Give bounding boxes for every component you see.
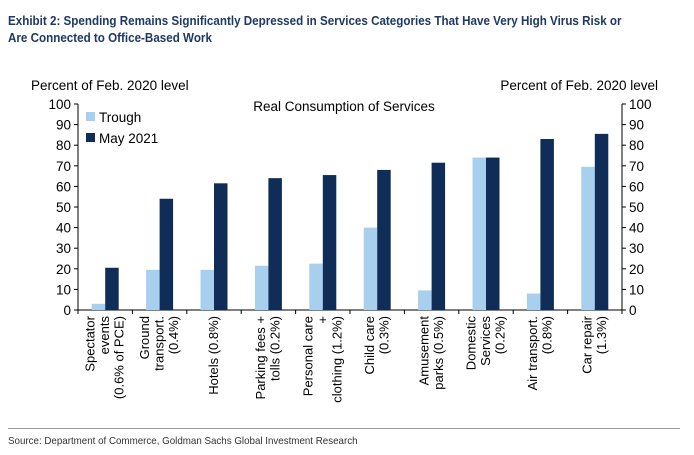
x-tick-label: parks (0.5%) bbox=[431, 316, 446, 390]
source-divider bbox=[8, 428, 680, 429]
y-tick-label-right: 0 bbox=[629, 303, 637, 318]
x-tick-label: (0.4%) bbox=[166, 316, 181, 354]
x-tick-label: Child care bbox=[362, 316, 377, 375]
bar-trough bbox=[581, 166, 595, 310]
y-tick-label-left: 70 bbox=[56, 159, 71, 174]
x-tick-label: Car repair bbox=[580, 315, 595, 373]
x-tick-label: Ground bbox=[137, 316, 152, 359]
bar-may-2021 bbox=[540, 139, 554, 310]
y-tick-label-left: 20 bbox=[56, 262, 71, 277]
y-tick-label-right: 60 bbox=[629, 179, 644, 194]
x-tick-label: Services bbox=[478, 316, 493, 366]
bar-trough bbox=[146, 269, 160, 310]
bar-may-2021 bbox=[431, 162, 446, 310]
bar-may-2021 bbox=[214, 183, 228, 310]
x-tick-label: Hotels (0.8%) bbox=[206, 316, 221, 395]
y-tick-label-left: 100 bbox=[48, 97, 71, 112]
y-tick-label-right: 80 bbox=[629, 138, 644, 153]
bar-may-2021 bbox=[486, 157, 500, 310]
y-tick-label-right: 90 bbox=[629, 118, 644, 133]
y-tick-label-left: 90 bbox=[56, 118, 71, 133]
y-tick-label-left: 0 bbox=[63, 303, 71, 318]
y-tick-label-right: 20 bbox=[629, 262, 644, 277]
bar-may-2021 bbox=[105, 267, 119, 310]
x-tick-label: tolls (0.2%) bbox=[268, 316, 283, 381]
x-tick-label: clothing (1.2%) bbox=[329, 316, 344, 403]
chart-title: Real Consumption of Services bbox=[253, 99, 435, 114]
bar-may-2021 bbox=[268, 178, 282, 310]
bar-trough bbox=[526, 293, 541, 310]
bar-trough bbox=[472, 157, 486, 310]
x-tick-label: Parking fees + bbox=[253, 316, 268, 399]
x-tick-label: Domestic bbox=[464, 316, 479, 371]
bar-trough bbox=[363, 227, 378, 310]
x-tick-label: Spectator bbox=[83, 315, 98, 371]
left-axis-label: Percent of Feb. 2020 level bbox=[31, 78, 189, 93]
source-note: Source: Department of Commerce, Goldman … bbox=[8, 435, 358, 447]
bar-may-2021 bbox=[594, 133, 609, 310]
legend-swatch-trough bbox=[86, 112, 95, 121]
y-tick-label-right: 30 bbox=[629, 241, 644, 256]
y-tick-label-left: 80 bbox=[56, 138, 71, 153]
x-axis-labels: Spectator events (0.6% of PCE) Ground transp… bbox=[83, 315, 609, 402]
x-tick-label: + bbox=[315, 316, 330, 324]
legend-swatch-may-2021 bbox=[86, 133, 95, 142]
y-tick-label-left: 30 bbox=[56, 241, 71, 256]
legend-label-may-2021: May 2021 bbox=[99, 131, 158, 146]
y-tick-label-right: 70 bbox=[629, 159, 644, 174]
axes: 0 0 10 10 20 20 30 30 40 40 50 50 60 60 70 70 80 80 90 90 10… bbox=[48, 97, 651, 318]
exhibit-title: Exhibit 2: Spending Remains Significantl… bbox=[8, 14, 622, 45]
bar-chart: Real Consumption of Services Trough May … bbox=[48, 97, 651, 403]
y-tick-label-right: 40 bbox=[629, 221, 644, 236]
y-tick-label-left: 40 bbox=[56, 221, 71, 236]
bars bbox=[91, 133, 609, 310]
y-tick-label-right: 100 bbox=[629, 97, 652, 112]
y-tick-label-left: 10 bbox=[56, 282, 71, 297]
x-tick-label: Air transport. bbox=[525, 316, 540, 390]
x-tick-label: transport. bbox=[152, 316, 167, 371]
bar-trough bbox=[200, 269, 214, 310]
x-tick-label: (1.3%) bbox=[594, 316, 609, 354]
y-tick-label-left: 60 bbox=[56, 179, 71, 194]
x-tick-label: (0.8%) bbox=[540, 316, 555, 354]
legend-label-trough: Trough bbox=[99, 110, 141, 125]
right-axis-label: Percent of Feb. 2020 level bbox=[500, 78, 658, 93]
bar-may-2021 bbox=[322, 175, 337, 310]
y-tick-label-left: 50 bbox=[56, 200, 71, 215]
x-tick-label: (0.3%) bbox=[376, 316, 391, 354]
bar-may-2021 bbox=[377, 169, 391, 310]
x-tick-label: (0.6% of PCE) bbox=[112, 316, 127, 399]
x-tick-label: events bbox=[97, 316, 112, 355]
bar-may-2021 bbox=[159, 198, 174, 310]
x-tick-label: Amusement bbox=[416, 316, 431, 386]
bar-trough bbox=[418, 290, 432, 310]
y-tick-label-right: 10 bbox=[629, 282, 644, 297]
bar-trough bbox=[309, 263, 323, 310]
bar-trough bbox=[254, 265, 269, 310]
x-tick-label: (0.2%) bbox=[493, 316, 508, 354]
legend: Trough May 2021 bbox=[86, 110, 158, 146]
bar-trough bbox=[91, 303, 106, 310]
y-tick-label-right: 50 bbox=[629, 200, 644, 215]
x-tick-label: Personal care bbox=[300, 316, 315, 396]
